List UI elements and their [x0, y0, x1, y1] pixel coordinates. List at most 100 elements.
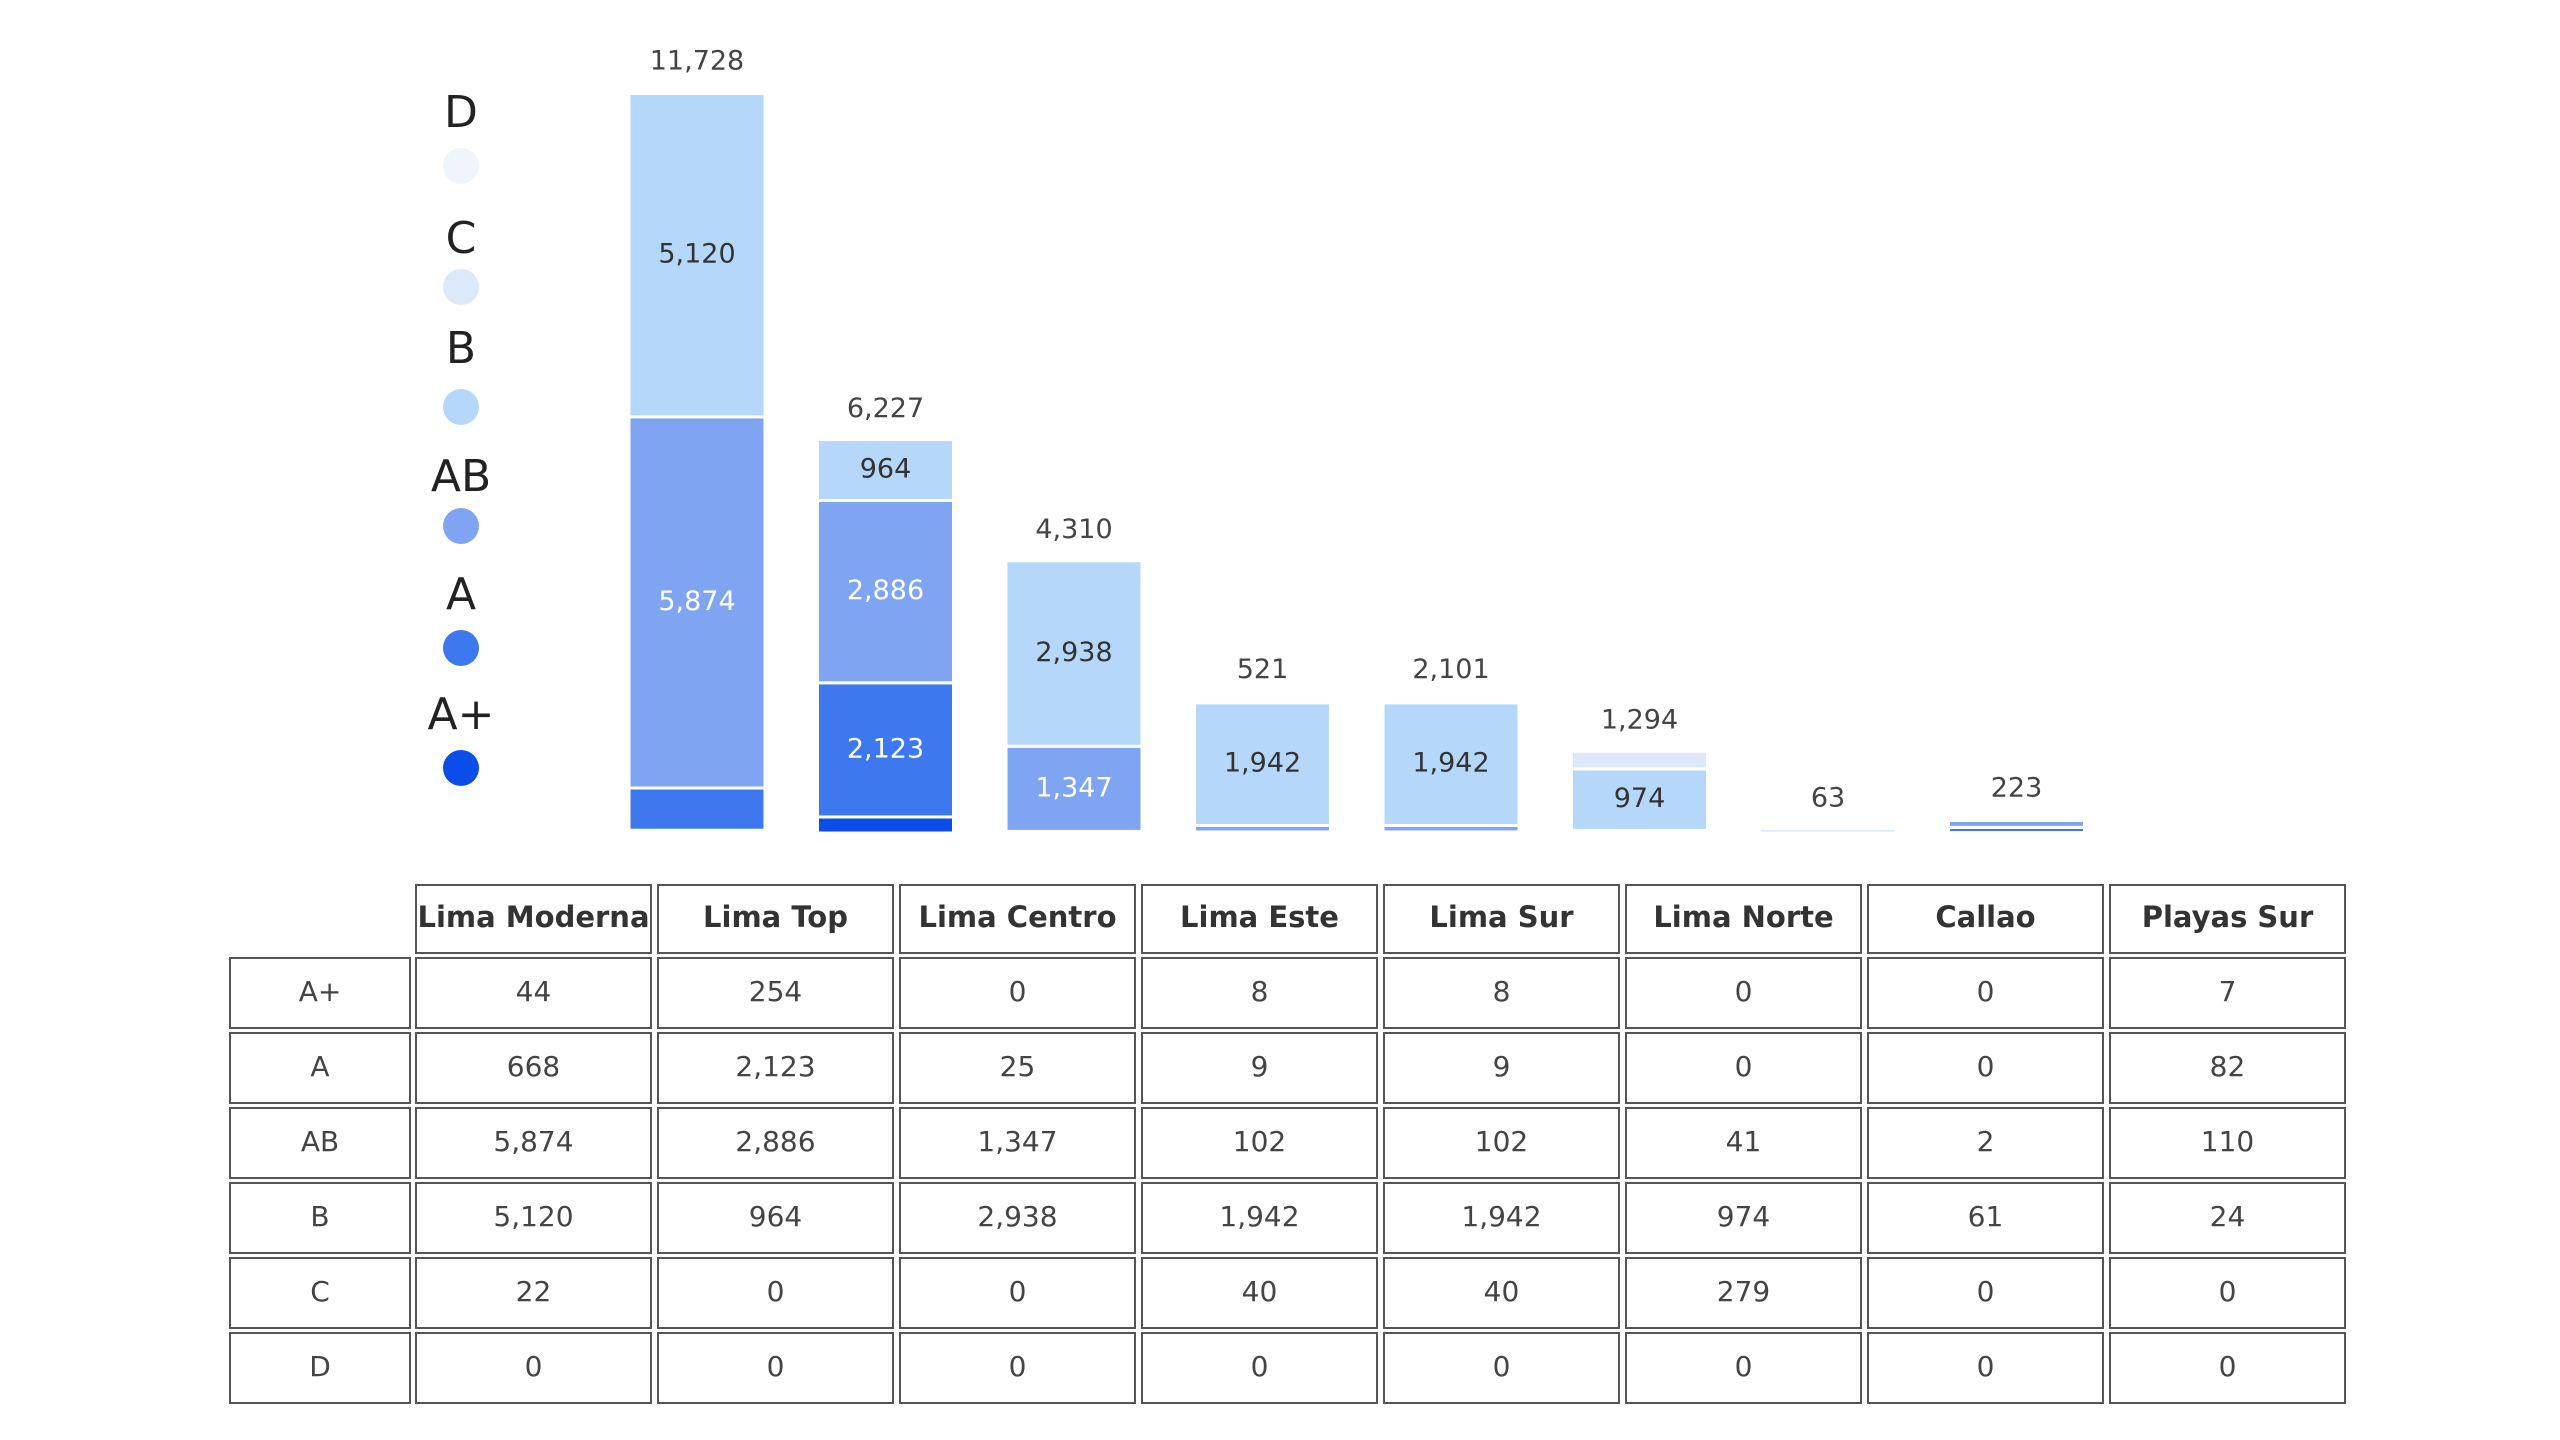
table-value: 0: [767, 1275, 785, 1308]
total-label: 223: [1991, 772, 2043, 803]
table-row-head-cell: [229, 1257, 411, 1329]
table-cell: [1141, 1032, 1378, 1104]
table-cell: [2109, 1182, 2346, 1254]
table-header: Lima Top: [703, 900, 848, 934]
table-cell: [1141, 957, 1378, 1029]
table-value: 0: [1977, 975, 1995, 1008]
table-value: 40: [1484, 1275, 1520, 1308]
table-value: 7: [2219, 975, 2237, 1008]
table-value: 0: [2219, 1350, 2237, 1383]
table-value: 0: [525, 1350, 543, 1383]
segment-label: 974: [1614, 783, 1666, 814]
bar-segment: [1193, 698, 1332, 705]
table-row-head: AB: [301, 1125, 339, 1158]
table-value: 9: [1493, 1050, 1511, 1083]
table-cell: [1141, 1332, 1378, 1404]
bar-segment: [1004, 559, 1144, 748]
segment-label: 5,874: [658, 586, 735, 617]
segment-label: 1,942: [1224, 748, 1301, 779]
table-cell: [657, 1257, 894, 1329]
table-cell: [899, 1257, 1136, 1329]
table-value: 0: [1735, 1050, 1753, 1083]
bar-segment: [816, 438, 955, 502]
legend-dot: [443, 630, 479, 666]
bar-segment: [1193, 701, 1332, 827]
table-header: Lima Sur: [1429, 900, 1574, 934]
bar-segment: [627, 91, 767, 419]
table-row-head: B: [310, 1200, 329, 1233]
table-cell: [415, 1107, 652, 1179]
bar-segment: [1947, 817, 2086, 822]
table-value: 25: [1000, 1050, 1036, 1083]
table-value: 61: [1968, 1200, 2004, 1233]
table-cell: [415, 1332, 652, 1404]
table-value: 0: [1493, 1350, 1511, 1383]
table-cell: [2109, 1332, 2346, 1404]
table-value: 8: [1493, 975, 1511, 1008]
table-header-cell: [2109, 884, 2346, 954]
legend-label: C: [446, 213, 477, 264]
table-header: Lima Centro: [919, 900, 1117, 934]
table-row-head: D: [309, 1350, 331, 1383]
table-cell: [899, 1332, 1136, 1404]
table-value: 22: [516, 1275, 552, 1308]
total-label: 4,310: [1035, 514, 1112, 545]
total-label: 2,101: [1412, 654, 1489, 685]
table-cell: [2109, 957, 2346, 1029]
legend-dot: [443, 269, 479, 305]
table-header: Lima Este: [1180, 900, 1339, 934]
table-header: Callao: [1935, 900, 2035, 934]
bar-segment: [1381, 701, 1521, 827]
table-value: 0: [1009, 1350, 1027, 1383]
table-cell: [899, 1032, 1136, 1104]
legend-dot: [443, 389, 479, 425]
table-cell: [415, 1032, 652, 1104]
table-header: Playas Sur: [2142, 900, 2314, 934]
table-cell: [657, 1032, 894, 1104]
table-value: 110: [2201, 1125, 2254, 1158]
table-row-head-cell: [229, 1107, 411, 1179]
table-value: 102: [1233, 1125, 1286, 1158]
table-cell: [415, 957, 652, 1029]
table-cell: [1625, 957, 1862, 1029]
legend-dot: [443, 148, 479, 184]
table-cell: [1625, 1257, 1862, 1329]
table-cell: [657, 957, 894, 1029]
table-cell: [1383, 1107, 1620, 1179]
table-header-cell: [1383, 884, 1620, 954]
table-value: 0: [1251, 1350, 1269, 1383]
legend-label: A: [446, 569, 476, 620]
table-cell: [2109, 1032, 2346, 1104]
legend-dot: [443, 750, 479, 786]
table-row-head-cell: [229, 1032, 411, 1104]
table-value: 2,938: [977, 1200, 1057, 1233]
table-row-head-cell: [229, 1182, 411, 1254]
bar-segment: [1570, 767, 1709, 832]
table-cell: [1625, 1107, 1862, 1179]
table-header: Lima Moderna: [417, 900, 649, 934]
table-cell: [657, 1107, 894, 1179]
table-value: 254: [749, 975, 802, 1008]
table-cell: [1867, 1182, 2104, 1254]
table-cell: [899, 1182, 1136, 1254]
table-cell: [1867, 1332, 2104, 1404]
segment-label: 5,120: [658, 239, 735, 270]
table-value: 82: [2210, 1050, 2246, 1083]
table-cell: [1141, 1107, 1378, 1179]
table-value: 0: [767, 1350, 785, 1383]
bar-segment: [1570, 749, 1709, 771]
table-cell: [1867, 1257, 2104, 1329]
table-cell: [657, 1332, 894, 1404]
table-cell: [1867, 957, 2104, 1029]
table-row-head-cell: [229, 957, 411, 1029]
legend-label: AB: [431, 451, 491, 502]
table-cell: [899, 957, 1136, 1029]
table-value: 0: [1735, 1350, 1753, 1383]
legend-label: B: [446, 323, 476, 374]
table-value: 41: [1726, 1125, 1762, 1158]
table-row-head: A: [310, 1050, 329, 1083]
segment-label: 2,938: [1035, 637, 1112, 668]
table-value: 668: [507, 1050, 560, 1083]
bar-segment: [627, 786, 767, 832]
